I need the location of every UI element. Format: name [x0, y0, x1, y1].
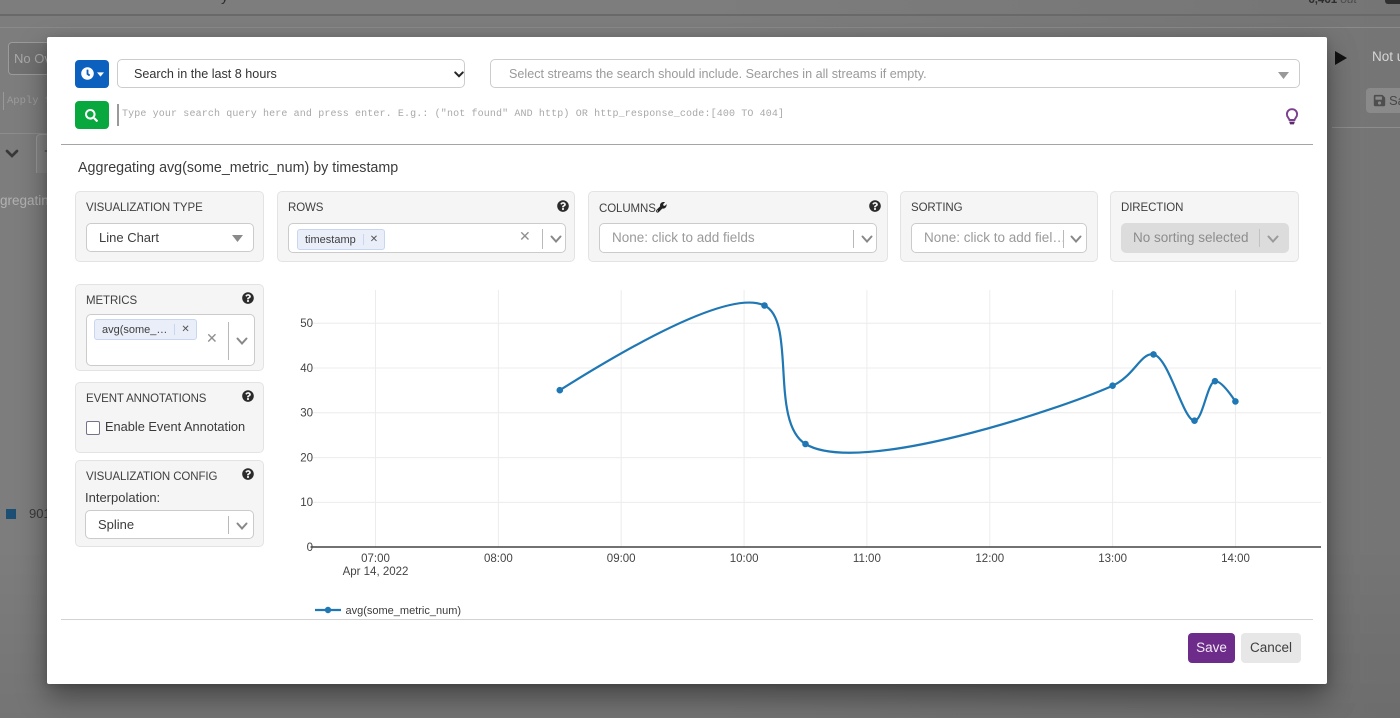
svg-text:20: 20: [300, 453, 313, 465]
svg-text:40: 40: [300, 363, 313, 375]
svg-text:30: 30: [300, 408, 313, 420]
svg-text:13:00: 13:00: [1098, 553, 1127, 565]
svg-text:11:00: 11:00: [853, 553, 881, 565]
svg-text:avg(some_metric_num): avg(some_metric_num): [346, 605, 462, 617]
svg-text:10:00: 10:00: [730, 553, 759, 565]
svg-text:10: 10: [300, 497, 313, 509]
svg-text:14:00: 14:00: [1221, 553, 1250, 565]
svg-text:0: 0: [307, 542, 313, 554]
svg-text:Apr 14, 2022: Apr 14, 2022: [343, 566, 409, 578]
svg-text:08:00: 08:00: [484, 553, 513, 565]
svg-text:12:00: 12:00: [975, 553, 1004, 565]
svg-text:50: 50: [300, 318, 313, 330]
svg-text:07:00: 07:00: [361, 553, 390, 565]
svg-text:09:00: 09:00: [607, 553, 636, 565]
